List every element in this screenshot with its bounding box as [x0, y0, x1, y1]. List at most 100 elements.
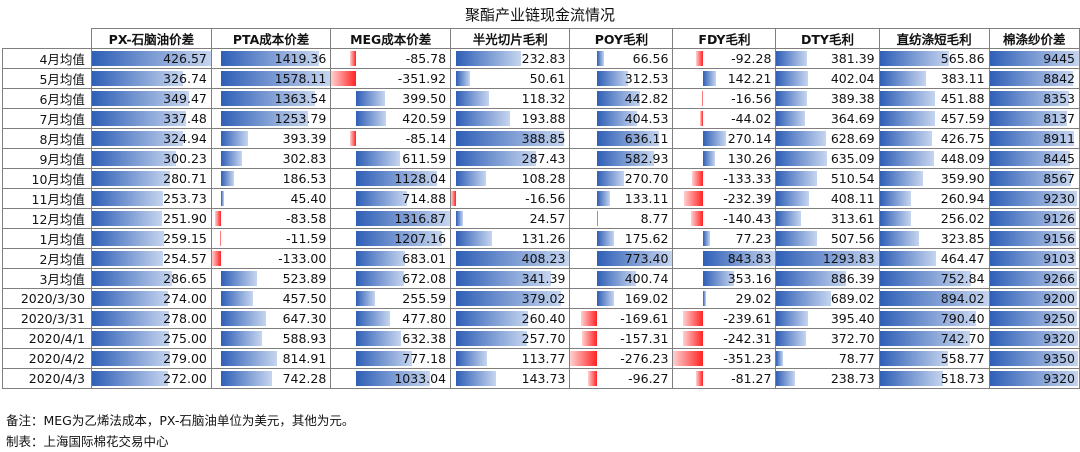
positive-bar: [221, 171, 234, 186]
value-label: 588.93: [282, 331, 327, 346]
positive-bar: [356, 91, 385, 106]
value-cell: 312.53: [569, 68, 674, 89]
positive-bar: [455, 231, 493, 246]
negative-bar: [699, 111, 704, 126]
value-cell: -83.58: [210, 208, 332, 229]
value-label: 457.50: [282, 291, 327, 306]
value-label: 777.18: [402, 351, 447, 366]
value-label: 24.57: [529, 211, 566, 226]
value-label: 45.40: [290, 191, 327, 206]
value-label: -140.43: [723, 211, 772, 226]
value-cell: 388.85: [450, 128, 571, 149]
value-label: 628.69: [830, 131, 875, 146]
value-label: 326.74: [163, 71, 207, 86]
value-cell: 270.14: [672, 128, 777, 149]
positive-bar: [776, 231, 817, 246]
positive-bar: [356, 251, 405, 266]
negative-bar: [682, 331, 704, 346]
cashflow-table: PX-石脑油价差 PTA成本价差 MEG成本价差 半光切片毛利 POY毛利 FDY毛利 DT…: [2, 28, 1080, 389]
value-cell: 286.65: [90, 268, 212, 289]
negative-bar: [692, 171, 704, 186]
value-cell: 29.02: [672, 288, 777, 309]
table-row: 11月均值 253.73 45.40 714.88 -16.56 133.11 -232.3…: [2, 188, 1080, 209]
value-label: 278.00: [163, 311, 207, 326]
value-label: -239.61: [723, 311, 772, 326]
value-label: 257.70: [521, 331, 566, 346]
positive-bar: [879, 191, 912, 206]
row-label: 3月均值: [2, 268, 92, 289]
value-label: -133.33: [723, 171, 772, 186]
value-cell: 635.09: [775, 148, 880, 169]
value-cell: 169.02: [569, 288, 674, 309]
value-label: 364.69: [830, 111, 875, 126]
value-label: 636.11: [624, 131, 669, 146]
value-cell: 9320: [988, 328, 1080, 349]
value-cell: 341.39: [450, 268, 571, 289]
positive-bar: [356, 371, 430, 386]
value-label: 426.75: [940, 131, 985, 146]
value-label: -16.56: [731, 91, 772, 106]
value-label: 408.23: [521, 251, 566, 266]
value-label: 337.48: [163, 111, 207, 126]
value-cell: 238.73: [775, 368, 880, 389]
value-cell: 448.09: [878, 148, 990, 169]
positive-bar: [776, 71, 809, 86]
value-label: 108.28: [521, 171, 566, 186]
value-cell: 777.18: [330, 348, 452, 369]
positive-bar: [989, 111, 1067, 126]
negative-bar: [350, 51, 357, 66]
negative-bar: [696, 371, 704, 386]
value-label: 886.39: [830, 271, 875, 286]
positive-bar: [455, 371, 496, 386]
positive-bar: [356, 271, 405, 286]
positive-bar: [879, 331, 971, 346]
value-label: 843.83: [727, 251, 772, 266]
value-cell: 886.39: [775, 268, 880, 289]
value-label: 1363.54: [274, 91, 327, 106]
value-cell: 326.74: [90, 68, 212, 89]
value-cell: 278.00: [90, 308, 212, 329]
value-cell: 133.11: [569, 188, 674, 209]
value-label: 683.01: [402, 251, 447, 266]
value-label: -351.23: [723, 351, 772, 366]
value-label: 66.56: [632, 51, 669, 66]
value-cell: 381.39: [775, 48, 880, 69]
value-cell: 790.40: [878, 308, 990, 329]
value-label: 558.77: [940, 351, 985, 366]
value-cell: -232.39: [672, 188, 777, 209]
positive-bar: [879, 71, 927, 86]
positive-bar: [91, 311, 170, 326]
positive-bar: [989, 271, 1078, 286]
negative-bar: [587, 371, 598, 386]
value-cell: 1033.04: [330, 368, 452, 389]
value-cell: -16.56: [672, 88, 777, 109]
value-label: 300.23: [163, 151, 207, 166]
value-cell: 45.40: [210, 188, 332, 209]
value-cell: 9250: [988, 308, 1080, 329]
value-label: 9156: [1043, 231, 1075, 246]
value-label: 457.59: [940, 111, 985, 126]
positive-bar: [597, 171, 624, 186]
value-label: 381.39: [830, 51, 875, 66]
value-cell: 426.57: [90, 48, 212, 69]
value-label: 9200: [1043, 291, 1075, 306]
value-cell: 9320: [988, 368, 1080, 389]
value-label: 1293.83: [822, 251, 875, 266]
value-label: 689.02: [830, 291, 875, 306]
positive-bar: [776, 311, 808, 326]
column-header: 直纺涤短毛利: [878, 28, 990, 49]
value-label: -133.00: [278, 251, 327, 266]
positive-bar: [776, 271, 847, 286]
negative-bar: [350, 131, 357, 146]
value-label: 388.85: [521, 131, 566, 146]
value-cell: 636.11: [569, 128, 674, 149]
value-cell: 108.28: [450, 168, 571, 189]
positive-bar: [989, 331, 1078, 346]
value-label: 259.15: [163, 231, 207, 246]
value-label: 78.77: [838, 351, 875, 366]
positive-bar: [91, 211, 163, 226]
positive-bar: [597, 191, 611, 206]
row-label: 2020/4/2: [2, 348, 92, 369]
positive-bar: [91, 131, 183, 146]
positive-bar: [597, 131, 660, 146]
